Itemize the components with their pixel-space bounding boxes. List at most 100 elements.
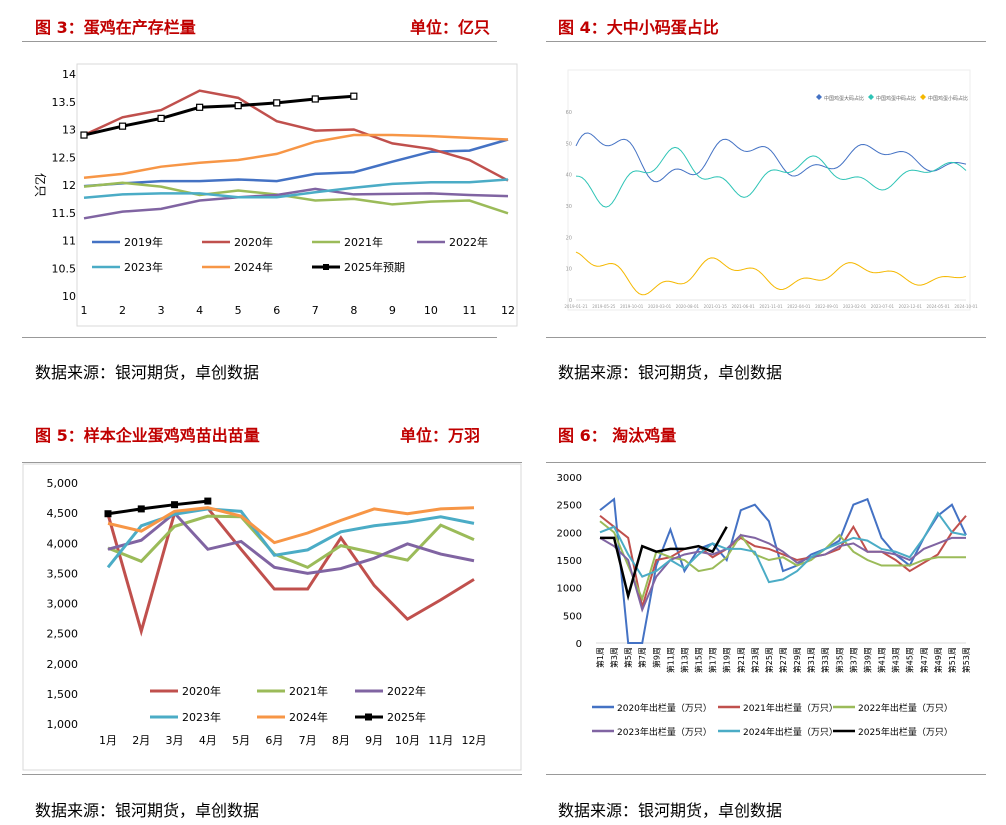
legend-label: 2025年 xyxy=(387,710,426,724)
y-tick-label: 10 xyxy=(566,267,572,273)
legend-label: 2025年出栏量（万只） xyxy=(858,726,953,738)
y-tick-label: 11 xyxy=(62,235,76,248)
y-tick-label: 2500 xyxy=(557,501,582,512)
y-tick-label: 20 xyxy=(566,235,572,241)
x-tick-label: 2021-11-01 xyxy=(759,304,783,309)
y-tick-label: 3,000 xyxy=(47,598,79,611)
legend-label: 2020年 xyxy=(234,235,273,249)
fig4-top-rule xyxy=(546,41,986,42)
legend-label: 2021年 xyxy=(344,235,383,249)
fig3-unit: 单位：亿只 xyxy=(410,18,491,37)
y-tick-label: 50 xyxy=(566,141,572,147)
x-tick-label: 11 xyxy=(462,304,476,317)
data-point xyxy=(234,102,242,110)
y-tick-label: 3,500 xyxy=(47,567,79,580)
x-tick-label: 2022-04-01 xyxy=(787,304,811,309)
legend-marker xyxy=(365,713,372,721)
legend-label: 2022年 xyxy=(387,684,426,698)
x-tick-label: 5 xyxy=(235,304,242,317)
x-tick-label: 2020-03-01 xyxy=(648,304,672,309)
x-tick-label: 9 xyxy=(389,304,396,317)
data-point xyxy=(118,122,127,130)
x-tick-label: 7月 xyxy=(299,734,317,747)
legend-label: 2020年出栏量（万只） xyxy=(617,702,712,714)
x-tick-label: 3 xyxy=(158,304,165,317)
fig3-source: 数据来源：银河期货，卓创数据 xyxy=(35,363,260,382)
data-point xyxy=(157,114,165,123)
x-tick-label: 第39周 xyxy=(862,647,872,673)
x-tick-label: 第1周 xyxy=(595,647,605,668)
x-tick-label: 第13周 xyxy=(679,647,689,673)
x-tick-label: 第5周 xyxy=(623,647,633,668)
fig5-top-rule xyxy=(22,462,522,463)
x-tick-label: 第43周 xyxy=(891,647,901,673)
legend-label: 中国鸡蛋大码占比 xyxy=(824,95,864,102)
x-tick-label: 第53周 xyxy=(961,647,971,673)
y-tick-label: 4,500 xyxy=(47,507,79,520)
series-line-2021 xyxy=(83,181,509,215)
x-tick-label: 2019-01-21 xyxy=(564,304,588,309)
y-tick-label: 10 xyxy=(62,290,76,303)
y-tick-label: 13 xyxy=(62,124,76,137)
x-tick-label: 7 xyxy=(312,304,319,317)
legend-label: 2023年 xyxy=(182,710,221,724)
y-tick-label: 40 xyxy=(566,173,572,179)
legend-marker xyxy=(323,264,329,270)
x-tick-label: 4月 xyxy=(199,734,217,747)
y-tick-label: 10.5 xyxy=(52,262,77,275)
x-tick-label: 第21周 xyxy=(736,647,746,673)
fig3-top-rule xyxy=(22,41,497,42)
x-tick-label: 第35周 xyxy=(834,647,844,673)
chart-stock: 10 10.5 11 11.5 12 12.5 13 13.5 14 1 2 3 4 5 6 7 8 9 10 11 1… xyxy=(22,42,518,337)
x-tick-label: 5月 xyxy=(232,734,250,747)
x-tick-label: 第33周 xyxy=(820,647,830,673)
x-tick-label: 11月 xyxy=(428,734,453,747)
x-tick-label: 3月 xyxy=(166,734,184,747)
legend-label: 2023年 xyxy=(124,260,163,274)
y-tick-label: 1000 xyxy=(557,584,582,595)
y-tick-label: 13.5 xyxy=(52,96,77,109)
data-point xyxy=(311,95,319,103)
legend-label: 2024年出栏量（万只） xyxy=(743,726,838,738)
x-tick-label: 1月 xyxy=(99,734,117,747)
legend-label: 2021年 xyxy=(289,684,328,698)
y-tick-label: 60 xyxy=(566,110,572,116)
x-tick-label: 第7周 xyxy=(637,647,647,668)
data-point xyxy=(80,131,88,139)
y-tick-label: 2000 xyxy=(557,528,582,539)
legend-label: 2021年出栏量（万只） xyxy=(743,702,838,714)
y-tick-label: 1500 xyxy=(557,556,582,567)
x-tick-label: 12 xyxy=(501,304,515,317)
y-tick-label: 11.5 xyxy=(52,207,77,220)
x-tick-label: 第29周 xyxy=(792,647,802,673)
y-tick-label: 30 xyxy=(566,204,572,210)
legend-marker xyxy=(920,94,926,100)
fig4-title: 图 4：大中小码蛋占比 xyxy=(558,18,719,37)
fig6-title: 图 6： 淘汰鸡量 xyxy=(558,426,677,445)
x-tick-label: 2021-01-15 xyxy=(704,304,728,309)
x-tick-label: 第51周 xyxy=(947,647,957,673)
series-line-2 xyxy=(599,520,966,602)
x-tick-label: 8月 xyxy=(332,734,350,747)
legend-label: 2020年 xyxy=(182,684,221,698)
chart-culled-svg: 050010001500200025003000第1周 第3周 第5周 第7周 第9周第… xyxy=(557,473,971,738)
y-tick-label: 0 xyxy=(569,298,572,304)
series-line-2022 xyxy=(83,187,509,220)
series-line-4 xyxy=(599,511,967,584)
series-line-2 xyxy=(575,251,967,296)
series-line-2024 xyxy=(107,506,475,545)
chart-egg-size: 中国鸡蛋大码占比 中国鸡蛋中码占比 中国鸡蛋小码占比 0 10 20 30 40 50 60 201… xyxy=(546,42,986,337)
fig6-bottom-rule xyxy=(546,774,986,775)
legend-label: 2019年 xyxy=(124,235,163,249)
x-tick-label: 第3周 xyxy=(609,647,619,668)
legend-label: 中国鸡蛋小码占比 xyxy=(928,95,968,102)
x-tick-label: 2020-08-01 xyxy=(676,304,700,309)
y-tick-label: 12.5 xyxy=(52,151,77,164)
data-point xyxy=(350,92,358,100)
x-tick-label: 2024-10-01 xyxy=(954,304,978,309)
x-tick-label: 2021-06-01 xyxy=(732,304,756,309)
plot-frame xyxy=(567,69,971,311)
y-tick-label: 2,500 xyxy=(47,628,79,641)
x-tick-label: 第49周 xyxy=(933,647,943,673)
x-tick-label: 2023-02-01 xyxy=(843,304,867,309)
